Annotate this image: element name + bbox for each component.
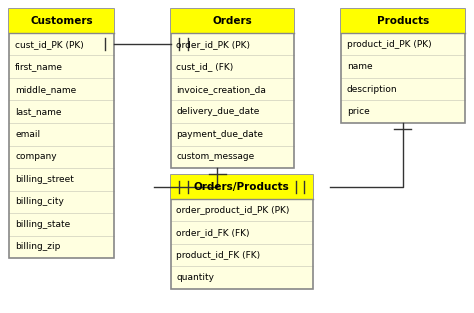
Text: Customers: Customers (30, 16, 93, 26)
Text: billing_street: billing_street (15, 175, 74, 184)
Text: name: name (347, 62, 373, 71)
Text: company: company (15, 152, 57, 161)
Text: order_id_PK (PK): order_id_PK (PK) (176, 40, 250, 49)
Text: cust_id_ (FK): cust_id_ (FK) (176, 62, 234, 71)
Text: custom_message: custom_message (176, 152, 255, 161)
Text: product_id_FK (FK): product_id_FK (FK) (176, 251, 260, 259)
Text: Orders: Orders (212, 16, 252, 26)
Text: billing_state: billing_state (15, 220, 71, 229)
Text: billing_zip: billing_zip (15, 243, 61, 251)
Text: middle_name: middle_name (15, 85, 76, 94)
Text: last_name: last_name (15, 107, 62, 116)
Text: Products: Products (377, 16, 429, 26)
Text: quantity: quantity (176, 273, 214, 282)
Text: Orders/Products: Orders/Products (194, 182, 290, 192)
Text: price: price (347, 107, 370, 116)
FancyBboxPatch shape (341, 9, 465, 123)
FancyBboxPatch shape (341, 9, 465, 33)
FancyBboxPatch shape (171, 175, 313, 289)
Text: billing_city: billing_city (15, 198, 64, 206)
Text: order_id_FK (FK): order_id_FK (FK) (176, 228, 250, 237)
Text: product_id_PK (PK): product_id_PK (PK) (347, 40, 432, 49)
Text: first_name: first_name (15, 62, 63, 71)
Text: payment_due_date: payment_due_date (176, 130, 264, 139)
Text: order_product_id_PK (PK): order_product_id_PK (PK) (176, 206, 290, 214)
Text: delivery_due_date: delivery_due_date (176, 107, 260, 116)
FancyBboxPatch shape (171, 175, 313, 199)
FancyBboxPatch shape (171, 9, 294, 33)
FancyBboxPatch shape (9, 9, 114, 33)
FancyBboxPatch shape (9, 9, 114, 258)
Text: email: email (15, 130, 40, 139)
FancyBboxPatch shape (171, 9, 294, 168)
Text: description: description (347, 85, 398, 94)
Text: invoice_creation_da: invoice_creation_da (176, 85, 266, 94)
Text: cust_id_PK (PK): cust_id_PK (PK) (15, 40, 84, 49)
